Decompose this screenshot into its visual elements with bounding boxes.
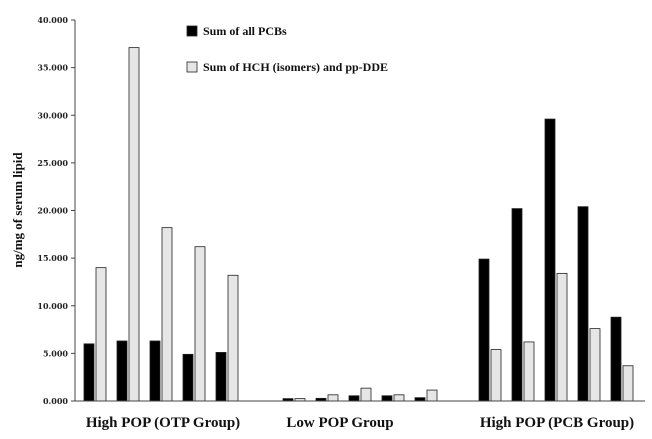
y-tick-label: 25.000 [37,158,68,168]
bar-pcb-g1-2 [116,340,128,402]
bar-pcb-g1-3 [149,340,161,402]
bar-hch-dde-g2-3 [360,387,372,402]
legend: Sum of all PCBs Sum of HCH (isomers) and … [186,24,388,74]
y-tick-label: 5.000 [43,348,68,358]
y-tick-labels: 0.000 5.000 10.000 15.000 20.000 25.000 30.000… [37,15,75,406]
bar-pcb-g1-1 [83,343,95,402]
bar-hch-dde-g3-4 [589,328,601,402]
bar-pcb-g3-1 [478,258,490,402]
bar-hch-dde-g2-4 [393,394,405,402]
bar-pcb-g3-3 [544,118,556,402]
bar-pcb-g1-4 [182,353,194,402]
bar-hch-dde-g1-2 [128,47,140,402]
legend-label-hch-dde: Sum of HCH (isomers) and pp-DDE [203,60,388,74]
bar-hch-dde-g3-2 [523,341,535,402]
y-tick-label: 40.000 [37,15,68,25]
bar-pcb-g2-4 [381,395,393,402]
bar-pcb-g3-2 [511,208,523,402]
group-labels: High POP (OTP Group) Low POP Group High PO… [86,415,634,431]
bar-hch-dde-g2-2 [327,394,339,402]
bars-layer [83,47,634,402]
bar-pcb-g1-5 [215,352,227,402]
group-label-3: High POP (PCB Group) [480,415,634,431]
group-label-2: Low POP Group [286,415,393,431]
y-tick-label: 15.000 [37,253,68,263]
y-tick-label: 10.000 [37,301,68,311]
legend-label-pcb: Sum of all PCBs [203,24,287,38]
bar-pcb-g3-5 [610,316,622,402]
bar-hch-dde-g3-5 [622,365,634,402]
y-tick-label: 30.000 [37,110,68,120]
bar-hch-dde-g1-1 [95,267,107,402]
bar-hch-dde-g1-5 [227,274,239,402]
legend-swatch-pcb [186,25,198,37]
bar-hch-dde-g3-3 [556,272,568,402]
bar-pcb-g2-3 [348,395,360,402]
bar-hch-dde-g2-5 [426,389,438,402]
bar-hch-dde-g3-1 [490,349,502,402]
y-tick-label: 20.000 [37,206,68,216]
group-label-1: High POP (OTP Group) [86,415,240,431]
bar-hch-dde-g1-4 [194,246,206,402]
y-axis-title: ng/mg of serum lipid [10,152,25,268]
legend-swatch-hch-dde [186,61,198,73]
bar-hch-dde-g1-3 [161,227,173,402]
bar-pcb-g3-4 [577,206,589,402]
bar-pcb-g2-5 [414,397,426,402]
y-tick-label: 0.000 [43,396,68,406]
y-tick-label: 35.000 [37,63,68,73]
